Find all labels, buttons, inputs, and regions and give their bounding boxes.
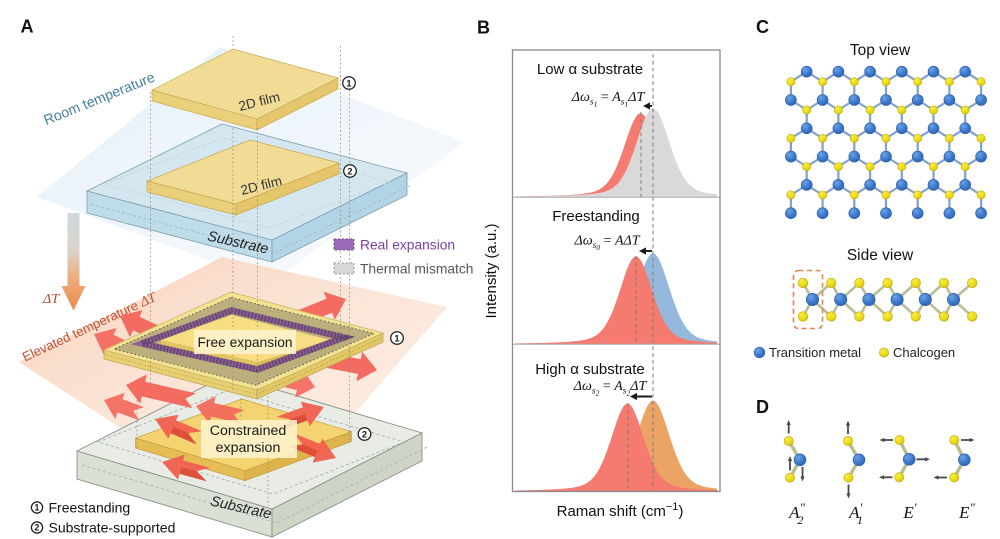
svg-text:A′1: A′ 1 bbox=[848, 500, 863, 527]
svg-text:Free expansion: Free expansion bbox=[197, 335, 292, 350]
svg-text:Δωs0 = AΔT: Δωs0 = AΔT bbox=[573, 234, 640, 253]
svg-text:Real expansion: Real expansion bbox=[360, 238, 455, 253]
svg-text:2: 2 bbox=[347, 166, 352, 176]
svg-text:A: A bbox=[21, 17, 34, 37]
svg-text:ΔT: ΔT bbox=[42, 292, 60, 307]
svg-text:1: 1 bbox=[35, 503, 40, 513]
svg-text:expansion: expansion bbox=[216, 440, 281, 456]
svg-text:Side view: Side view bbox=[847, 247, 914, 264]
svg-text:Top view: Top view bbox=[850, 42, 911, 59]
svg-text:Substrate-supported: Substrate-supported bbox=[49, 520, 176, 536]
svg-text:Constrained: Constrained bbox=[210, 423, 287, 439]
svg-text:Δωs1 = As1ΔT: Δωs1 = As1ΔT bbox=[571, 90, 646, 109]
svg-text:D: D bbox=[756, 397, 769, 417]
svg-text:Freestanding: Freestanding bbox=[49, 500, 131, 516]
svg-text:Transition metal: Transition metal bbox=[769, 345, 861, 360]
svg-text:2: 2 bbox=[362, 429, 367, 439]
svg-text:Freestanding: Freestanding bbox=[552, 208, 640, 225]
svg-text:Δωs2 = As2ΔT: Δωs2 = As2ΔT bbox=[573, 379, 648, 398]
svg-text:Thermal mismatch: Thermal mismatch bbox=[360, 262, 473, 277]
svg-text:1: 1 bbox=[394, 333, 399, 343]
svg-text:Raman shift (cm−1): Raman shift (cm−1) bbox=[557, 501, 684, 520]
svg-text:Intensity (a.u.): Intensity (a.u.) bbox=[483, 223, 500, 318]
svg-text:High α substrate: High α substrate bbox=[535, 361, 645, 378]
svg-text:1: 1 bbox=[346, 78, 351, 88]
svg-text:B: B bbox=[477, 18, 490, 38]
svg-text:Low α substrate: Low α substrate bbox=[537, 61, 643, 78]
svg-text:C: C bbox=[756, 17, 769, 37]
svg-text:A″2: A″ 2 bbox=[788, 500, 805, 527]
svg-text:E′: E′ bbox=[902, 500, 916, 522]
svg-text:Chalcogen: Chalcogen bbox=[893, 345, 955, 360]
svg-text:2: 2 bbox=[35, 523, 40, 533]
